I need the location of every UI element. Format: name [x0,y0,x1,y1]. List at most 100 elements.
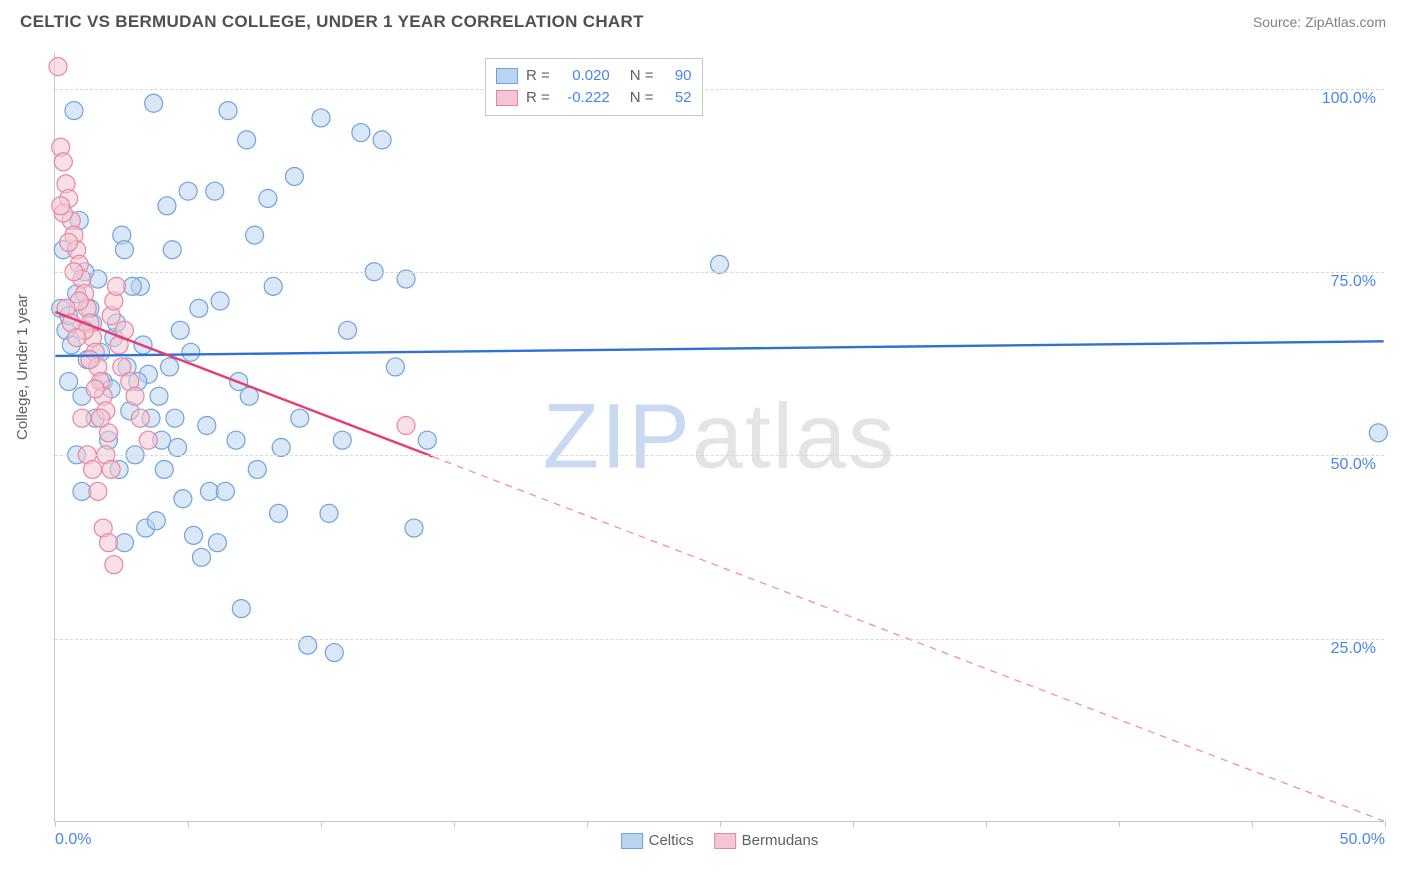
data-point [163,241,181,259]
n-value-bermudans: 52 [662,87,692,109]
data-point [232,600,250,618]
data-point [190,299,208,317]
data-point [179,182,197,200]
data-point [272,438,290,456]
xtick [1119,821,1120,827]
r-label: R = [526,65,550,87]
data-point [386,358,404,376]
data-point [211,292,229,310]
data-point [418,431,436,449]
legend-row-celtics: R = 0.020 N = 90 [496,65,692,87]
data-point [182,343,200,361]
data-point [333,431,351,449]
data-point [52,197,70,215]
data-point [150,387,168,405]
scatter-chart: ZIPatlas R = 0.020 N = 90 R = -0.222 N =… [54,52,1384,822]
n-value-celtics: 90 [662,65,692,87]
ytick-label: 50.0% [1331,456,1376,474]
data-point [174,490,192,508]
data-point [126,387,144,405]
data-point [139,431,157,449]
data-point [54,153,72,171]
page-title: CELTIC VS BERMUDAN COLLEGE, UNDER 1 YEAR… [20,12,644,32]
data-point [100,534,118,552]
data-point [192,548,210,566]
data-point [320,504,338,522]
data-point [264,277,282,295]
data-point [198,417,216,435]
data-point [339,321,357,339]
data-point [185,526,203,544]
gridline [55,272,1384,273]
data-point [131,409,149,427]
data-point [325,644,343,662]
data-point [92,409,110,427]
data-point [155,460,173,478]
data-point [123,277,141,295]
swatch-bermudans [496,90,518,106]
data-point [86,380,104,398]
data-point [169,438,187,456]
data-point [248,460,266,478]
data-point [107,277,125,295]
legend-item-celtics: Celtics [621,832,694,849]
data-point [219,102,237,120]
data-point [115,534,133,552]
legend-row-bermudans: R = -0.222 N = 52 [496,87,692,109]
legend-item-bermudans: Bermudans [714,832,819,849]
r-value-bermudans: -0.222 [558,87,610,109]
ytick-label: 100.0% [1322,90,1376,108]
data-point [216,482,234,500]
data-point [352,124,370,142]
xtick-label: 0.0% [55,831,91,849]
data-point [208,534,226,552]
xtick [1252,821,1253,827]
data-point [105,556,123,574]
data-point [238,131,256,149]
data-point [397,417,415,435]
data-point [200,482,218,500]
n-label: N = [630,87,654,109]
xtick [986,821,987,827]
xtick [587,821,588,827]
r-value-celtics: 0.020 [558,65,610,87]
data-point [158,197,176,215]
data-point [73,409,91,427]
gridline [55,639,1384,640]
data-point [1369,424,1387,442]
data-point [49,58,67,76]
data-point [68,329,86,347]
data-point [147,512,165,530]
swatch-celtics [496,68,518,84]
data-point [73,482,91,500]
legend-label-bermudans: Bermudans [742,832,819,849]
data-point [373,131,391,149]
xtick [720,821,721,827]
gridline [55,455,1384,456]
data-point [270,504,288,522]
xtick [55,821,56,827]
data-point [60,233,78,251]
xtick [188,821,189,827]
gridline [55,89,1384,90]
r-label: R = [526,87,550,109]
data-point [171,321,189,339]
data-point [89,482,107,500]
y-axis-label: College, Under 1 year [14,294,31,440]
data-point [405,519,423,537]
data-point [65,102,83,120]
data-point [312,109,330,127]
data-point [227,431,245,449]
data-point [60,373,78,391]
xtick [321,821,322,827]
data-point [84,460,102,478]
data-point [81,351,99,369]
ytick-label: 25.0% [1331,640,1376,658]
data-point [246,226,264,244]
ytick-label: 75.0% [1331,273,1376,291]
trend-line [55,341,1383,356]
source-attribution: Source: ZipAtlas.com [1253,14,1386,30]
xtick [454,821,455,827]
data-point [285,168,303,186]
legend-label-celtics: Celtics [649,832,694,849]
